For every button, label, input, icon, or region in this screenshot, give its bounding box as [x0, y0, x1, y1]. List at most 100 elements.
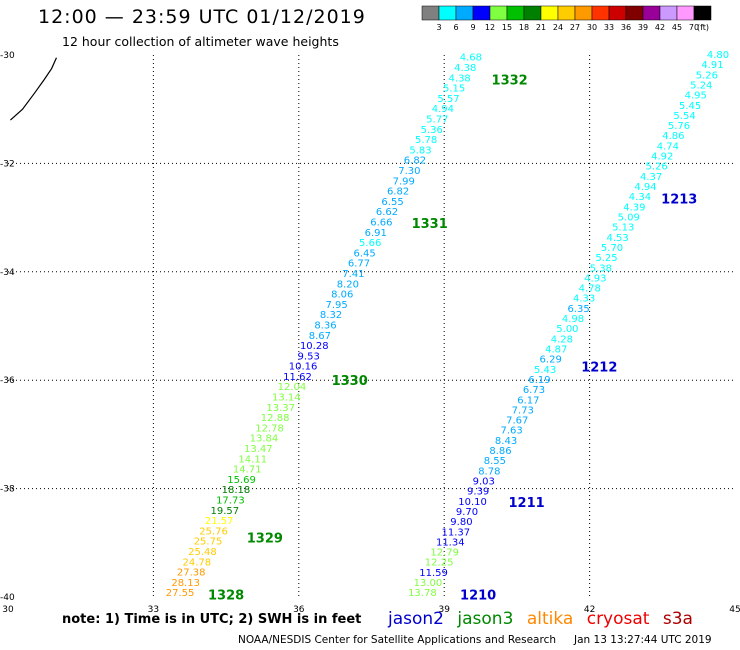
lat-tick-label: -40 — [0, 593, 15, 603]
swh-value-label: 5.36 — [421, 125, 443, 136]
swh-value-label: 5.38 — [590, 263, 612, 274]
coastline-path — [10, 57, 58, 121]
swh-value-label: 4.94 — [634, 182, 656, 193]
swh-value-label: 8.36 — [314, 320, 336, 331]
swh-value-label: 6.82 — [404, 156, 426, 167]
swh-value-label: 6.55 — [381, 197, 403, 208]
swh-value-label: 7.30 — [398, 166, 420, 177]
swh-value-label: 6.19 — [528, 375, 550, 386]
satellite-tracks: 27.5528.1327.3824.7825.4825.7525.7621.57… — [166, 50, 729, 603]
lat-tick-label: -36 — [0, 376, 15, 386]
swh-value-label: 5.26 — [696, 70, 718, 81]
swh-value-label: 4.74 — [657, 141, 679, 152]
page-title: 12:00 — 23:59 UTC 01/12/2019 — [38, 6, 366, 28]
pass-number-label: 1332 — [492, 73, 528, 88]
swh-value-label: 7.67 — [506, 416, 528, 427]
legend-tick-label: 42 — [655, 23, 665, 32]
lon-tick-label: 33 — [148, 605, 159, 615]
swh-value-label: 4.78 — [579, 284, 601, 295]
swh-value-label: 9.70 — [456, 507, 478, 518]
swh-value-label: 5.09 — [618, 212, 640, 223]
swh-value-label: 12.78 — [255, 423, 284, 434]
swh-value-label: 4.80 — [707, 50, 729, 61]
pass-number-label: 1210 — [460, 588, 496, 603]
swh-value-label: 11.34 — [436, 537, 465, 548]
legend-swatch — [506, 5, 525, 21]
swh-value-label: 4.92 — [651, 152, 673, 163]
sat-cryosat: cryosat — [586, 609, 650, 629]
swh-value-label: 12.25 — [425, 558, 454, 569]
legend-swatch — [693, 5, 712, 21]
pass-number-label: 1329 — [247, 531, 283, 546]
swh-value-label: 6.66 — [370, 217, 392, 228]
swh-value-label: 5.77 — [426, 114, 448, 125]
swh-value-label: 10.28 — [300, 341, 329, 352]
lon-tick-label: 36 — [293, 605, 305, 615]
legend-swatch — [625, 5, 644, 21]
swh-value-label: 5.83 — [409, 145, 431, 156]
swh-value-label: 5.54 — [673, 111, 695, 122]
swh-value-label: 11.37 — [442, 527, 471, 538]
coastline — [10, 57, 58, 121]
legend-swatch — [472, 5, 491, 21]
swh-value-label: 5.70 — [601, 243, 623, 254]
swh-value-label: 12.04 — [278, 382, 307, 393]
legend-swatch — [523, 5, 542, 21]
swh-value-label: 7.41 — [342, 269, 364, 280]
swh-value-label: 5.45 — [679, 101, 701, 112]
swh-value-label: 8.67 — [309, 331, 331, 342]
swh-value-label: 12.88 — [261, 413, 290, 424]
swh-value-label: 17.73 — [216, 496, 245, 507]
legend-swatch — [438, 5, 457, 21]
footer-timestamp: Jan 13 13:27:44 UTC 2019 — [574, 634, 712, 646]
swh-value-label: 9.39 — [467, 487, 489, 498]
swh-value-label: 6.62 — [376, 207, 398, 218]
swh-value-label: 25.75 — [194, 537, 223, 548]
legend-swatch — [455, 5, 474, 21]
legend-swatch — [676, 5, 695, 21]
legend-swatch — [642, 5, 661, 21]
swh-value-label: 4.38 — [449, 73, 471, 84]
legend-swatch — [659, 5, 678, 21]
swh-value-label: 4.91 — [701, 60, 723, 71]
lat-tick-label: -38 — [0, 485, 15, 495]
swh-value-label: 7.73 — [512, 405, 534, 416]
legend-swatch — [557, 5, 576, 21]
legend-tick-label: 33 — [604, 23, 614, 32]
lat-tick-label: -30 — [0, 51, 15, 61]
legend-tick-label: 18 — [519, 23, 529, 32]
sat-jason3: jason3 — [457, 609, 514, 629]
footnote: note: 1) Time is in UTC; 2) SWH is in fe… — [62, 612, 362, 627]
legend-tick-label: 39 — [638, 23, 648, 32]
footer: NOAA/NESDIS Center for Satellite Applica… — [238, 634, 712, 646]
swh-value-label: 9.53 — [298, 351, 320, 362]
swh-value-label: 7.63 — [501, 426, 523, 437]
pass-number-label: 1213 — [661, 193, 697, 208]
swh-value-label: 5.43 — [534, 365, 556, 376]
swh-value-label: 13.84 — [250, 434, 279, 445]
swh-value-label: 28.13 — [171, 578, 200, 589]
map-grid: 30 33 36 39 42 45 -30 -32 -34 -36 -38 -40 — [0, 51, 740, 615]
swh-value-label: 6.29 — [540, 355, 562, 366]
swh-value-label: 4.94 — [432, 104, 454, 115]
lon-tick-label: 45 — [729, 605, 740, 615]
swh-value-label: 19.57 — [210, 506, 239, 517]
swh-value-label: 5.00 — [556, 324, 578, 335]
legend-tick-label: 3 — [436, 23, 441, 32]
swh-value-label: 5.24 — [690, 80, 712, 91]
swh-value-label: 8.32 — [320, 310, 342, 321]
swh-value-label: 8.55 — [484, 456, 506, 467]
swh-value-label: 15.69 — [227, 475, 256, 486]
swh-value-label: 5.66 — [359, 238, 381, 249]
swh-value-label: 4.86 — [662, 131, 684, 142]
pass-number-label: 1330 — [332, 374, 368, 389]
legend-swatch — [421, 5, 440, 21]
swh-value-label: 13.37 — [266, 403, 295, 414]
lat-tick-label: -32 — [0, 159, 15, 169]
swh-value-label: 11.59 — [419, 568, 448, 579]
swh-value-label: 4.53 — [606, 233, 628, 244]
legend-swatch — [608, 5, 627, 21]
swh-value-label: 14.71 — [233, 465, 262, 476]
